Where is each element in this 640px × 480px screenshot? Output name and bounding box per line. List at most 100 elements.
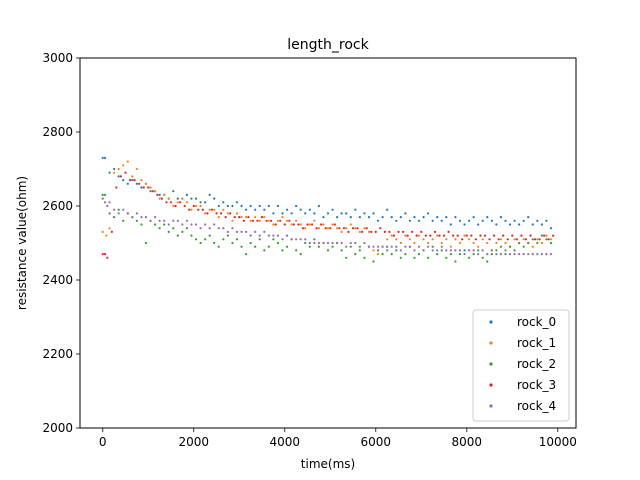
data-point (304, 212, 307, 215)
data-point (131, 216, 134, 219)
data-point (454, 238, 457, 241)
data-point (540, 253, 543, 256)
data-point (395, 238, 398, 241)
data-point (549, 238, 553, 241)
data-point (167, 230, 170, 233)
data-point (229, 212, 232, 215)
data-point (138, 182, 141, 185)
data-point (340, 249, 343, 252)
data-point (276, 234, 280, 237)
data-point (126, 160, 129, 163)
data-point (247, 216, 250, 219)
data-point (536, 253, 539, 256)
data-point (281, 249, 284, 252)
data-point (217, 204, 220, 208)
data-point (508, 253, 512, 256)
data-point (299, 238, 302, 241)
data-point (258, 219, 261, 222)
data-point (124, 171, 127, 174)
data-point (122, 164, 125, 167)
y-axis-ticks: 2000 2200 2400 2600 2800 3000 (42, 51, 80, 435)
data-point (449, 223, 452, 226)
data-point (386, 249, 389, 252)
data-point (508, 245, 512, 248)
data-point (105, 234, 108, 237)
data-point (381, 216, 384, 219)
data-point (313, 219, 316, 222)
data-point (524, 238, 528, 241)
data-point (515, 238, 518, 241)
chart-title: length_rock (287, 37, 369, 53)
data-point (238, 216, 241, 219)
data-point (285, 234, 289, 237)
data-point (340, 230, 343, 233)
data-point (263, 249, 266, 252)
data-point (545, 234, 548, 237)
series-rock_2 (101, 193, 553, 263)
data-point (427, 245, 430, 248)
data-point (163, 193, 166, 196)
data-point (117, 167, 120, 171)
data-point (349, 216, 352, 219)
data-point (404, 212, 407, 215)
legend-label: rock_1 (517, 336, 556, 350)
legend-marker (489, 320, 493, 324)
data-point (549, 241, 553, 245)
data-point (452, 234, 455, 237)
data-point (336, 241, 339, 245)
data-point (142, 186, 145, 189)
data-point (454, 260, 457, 263)
data-point (199, 241, 202, 245)
data-point (358, 249, 361, 252)
data-point (304, 241, 307, 245)
data-point (508, 223, 512, 226)
data-point (504, 241, 507, 245)
data-point (477, 223, 480, 226)
data-point (543, 234, 546, 237)
data-point (390, 253, 393, 256)
data-point (363, 212, 366, 215)
data-point (117, 212, 120, 215)
series-rock_0 (101, 156, 553, 230)
data-point (185, 227, 189, 230)
data-point (210, 208, 214, 211)
data-point (447, 230, 450, 233)
data-point (153, 216, 157, 219)
data-point (103, 253, 107, 256)
data-point (488, 238, 491, 241)
data-point (254, 216, 257, 219)
y-tick-label: 2800 (42, 125, 73, 139)
data-point (103, 156, 107, 159)
data-point (222, 201, 225, 204)
data-point (449, 245, 452, 248)
data-point (174, 204, 177, 208)
data-point (254, 245, 257, 248)
data-point (395, 249, 398, 252)
data-point (367, 230, 371, 233)
data-point (431, 238, 434, 241)
data-point (194, 238, 198, 241)
data-point (258, 238, 261, 241)
data-point (113, 167, 116, 171)
data-point (172, 204, 175, 208)
data-point (199, 204, 202, 208)
data-point (372, 212, 375, 215)
data-point (135, 182, 138, 185)
data-point (522, 245, 525, 248)
data-point (390, 245, 393, 248)
data-point (408, 238, 412, 241)
data-point (411, 230, 414, 233)
data-point (213, 223, 216, 226)
data-point (217, 245, 220, 248)
data-point (204, 212, 207, 215)
x-tick-label: 4000 (269, 435, 300, 449)
data-point (213, 241, 216, 245)
data-point (144, 241, 148, 245)
data-point (486, 241, 489, 245)
data-point (317, 227, 320, 230)
data-point (386, 238, 389, 241)
data-point (345, 212, 348, 215)
data-point (279, 219, 282, 222)
data-point (231, 204, 234, 208)
data-point (372, 245, 375, 248)
